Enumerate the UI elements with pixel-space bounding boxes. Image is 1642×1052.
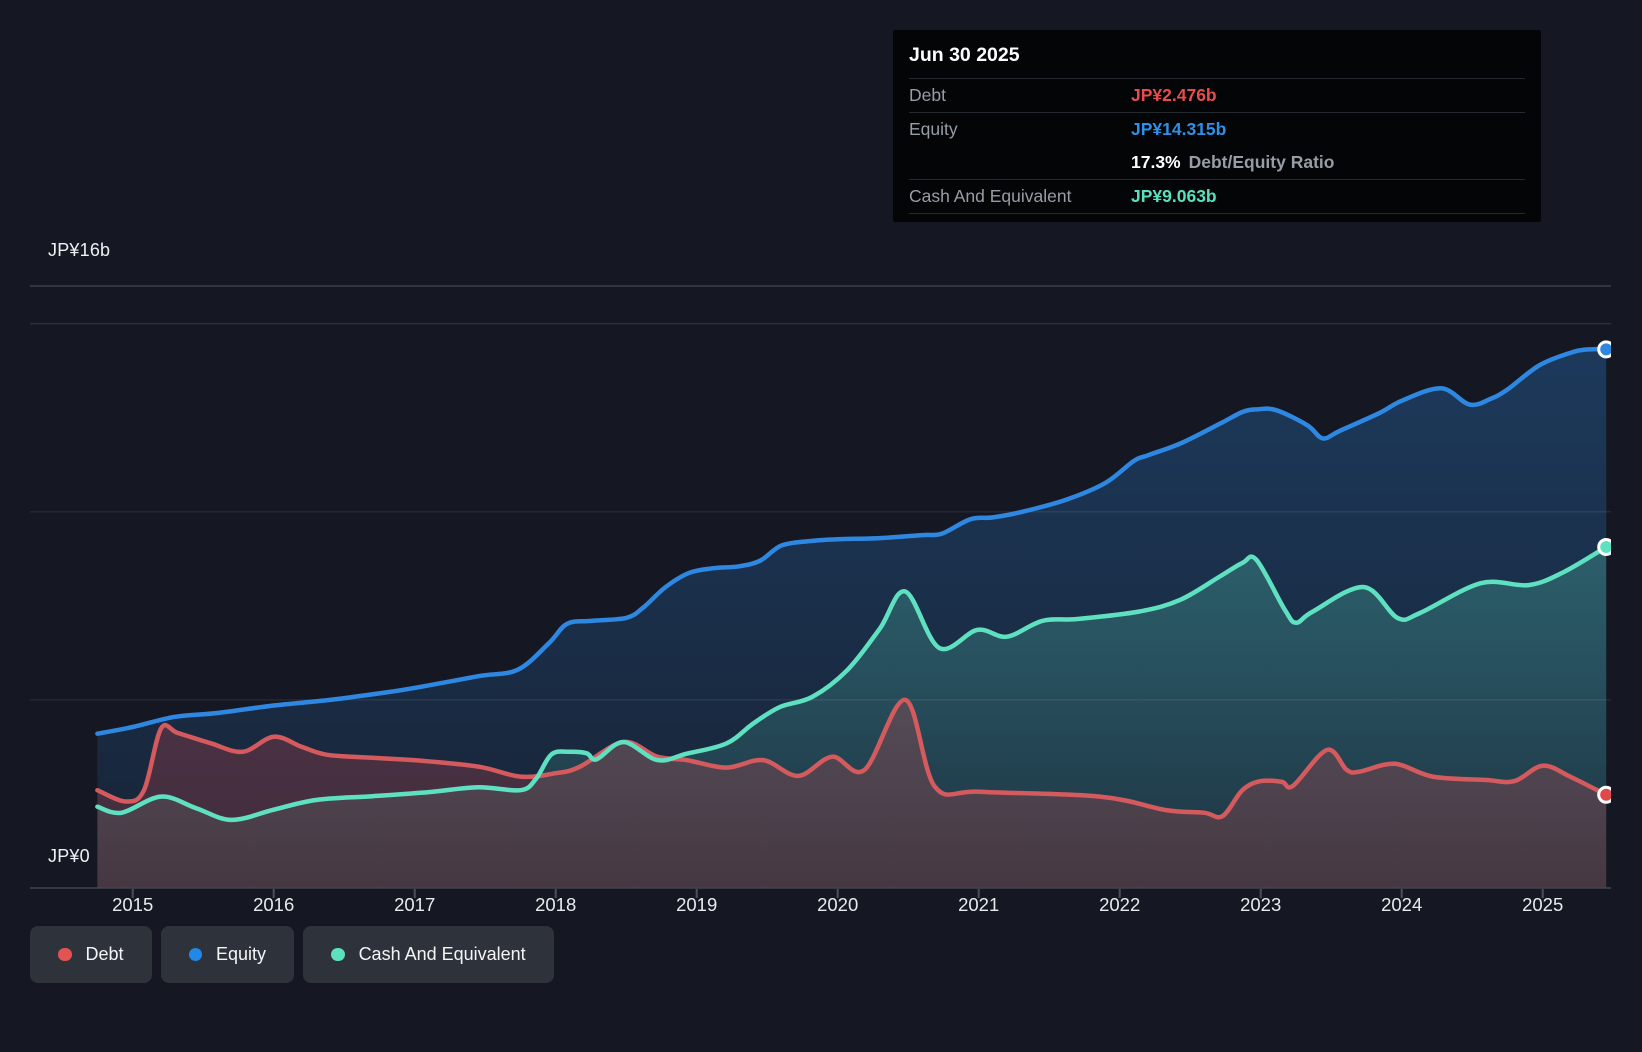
x-axis-label-2019: 2019 bbox=[676, 894, 718, 915]
x-axis-label-2015: 2015 bbox=[112, 894, 154, 915]
debt-area bbox=[97, 699, 1607, 888]
legend-item-equity[interactable]: Equity bbox=[160, 926, 295, 983]
x-axis-label-2024: 2024 bbox=[1381, 894, 1423, 915]
series-lines bbox=[95, 346, 1609, 823]
x-axis-label-2018: 2018 bbox=[535, 894, 577, 915]
tooltip-equity-label: Equity bbox=[909, 119, 958, 139]
legend: Debt Equity Cash And Equivalent bbox=[30, 926, 563, 983]
tooltip-cash-value: JP¥9.063b bbox=[1131, 186, 1217, 206]
tooltip-equity-value: JP¥14.315b bbox=[1131, 119, 1227, 139]
equity-legend-dot-icon bbox=[188, 947, 203, 962]
tooltip-row-ratio: 17.3% Debt/Equity Ratio bbox=[909, 146, 1525, 179]
cash-legend-dot-icon bbox=[331, 947, 345, 962]
x-axis-label-2025: 2025 bbox=[1522, 894, 1564, 915]
y-axis-label-max: JP¥16b bbox=[48, 240, 111, 260]
x-axis-label-2016: 2016 bbox=[253, 894, 295, 915]
tooltip-debt-value: JP¥2.476b bbox=[1131, 85, 1217, 105]
tooltip-date: Jun 30 2025 bbox=[909, 44, 1020, 66]
legend-item-label: Cash And Equivalent bbox=[358, 944, 526, 964]
tooltip-cash-label: Cash And Equivalent bbox=[909, 186, 1072, 206]
legend-item-label: Debt bbox=[85, 944, 124, 964]
x-axis-label-2017: 2017 bbox=[394, 894, 436, 915]
debt-endpoint-marker bbox=[1597, 785, 1611, 804]
tooltip-ratio-label: Debt/Equity Ratio bbox=[1188, 152, 1335, 172]
cash-line bbox=[95, 544, 1609, 823]
debt-legend-dot-icon bbox=[58, 947, 72, 962]
legend-item-label: Equity bbox=[216, 944, 267, 964]
tooltip-row-debt: Debt JP¥2.476b bbox=[909, 78, 1525, 112]
x-axis-label-2023: 2023 bbox=[1240, 894, 1282, 915]
gridlines bbox=[30, 285, 1611, 701]
tooltip-divider bbox=[909, 213, 1525, 216]
equity-line bbox=[95, 346, 1609, 736]
legend-item-debt[interactable]: Debt bbox=[30, 926, 152, 983]
legend-item-cash[interactable]: Cash And Equivalent bbox=[303, 926, 554, 983]
x-axis-label-2021: 2021 bbox=[958, 894, 1000, 915]
equity-endpoint-marker bbox=[1597, 340, 1611, 359]
series-end-markers bbox=[1597, 340, 1611, 804]
series-areas bbox=[97, 349, 1607, 888]
x-axis-label-2022: 2022 bbox=[1099, 894, 1141, 915]
cash-endpoint-marker bbox=[1597, 538, 1611, 556]
debt-line bbox=[95, 697, 1609, 820]
tooltip-ratio-value: 17.3% bbox=[1131, 152, 1181, 172]
tooltip-row-cash: Cash And Equivalent JP¥9.063b bbox=[909, 179, 1525, 213]
tooltip: Jun 30 2025 Debt JP¥2.476b Equity JP¥14.… bbox=[893, 30, 1541, 222]
tooltip-row-equity: Equity JP¥14.315b bbox=[909, 112, 1525, 146]
x-axis-label-2020: 2020 bbox=[817, 894, 859, 915]
tooltip-debt-label: Debt bbox=[909, 85, 946, 105]
y-axis-label-zero: JP¥0 bbox=[48, 846, 90, 866]
